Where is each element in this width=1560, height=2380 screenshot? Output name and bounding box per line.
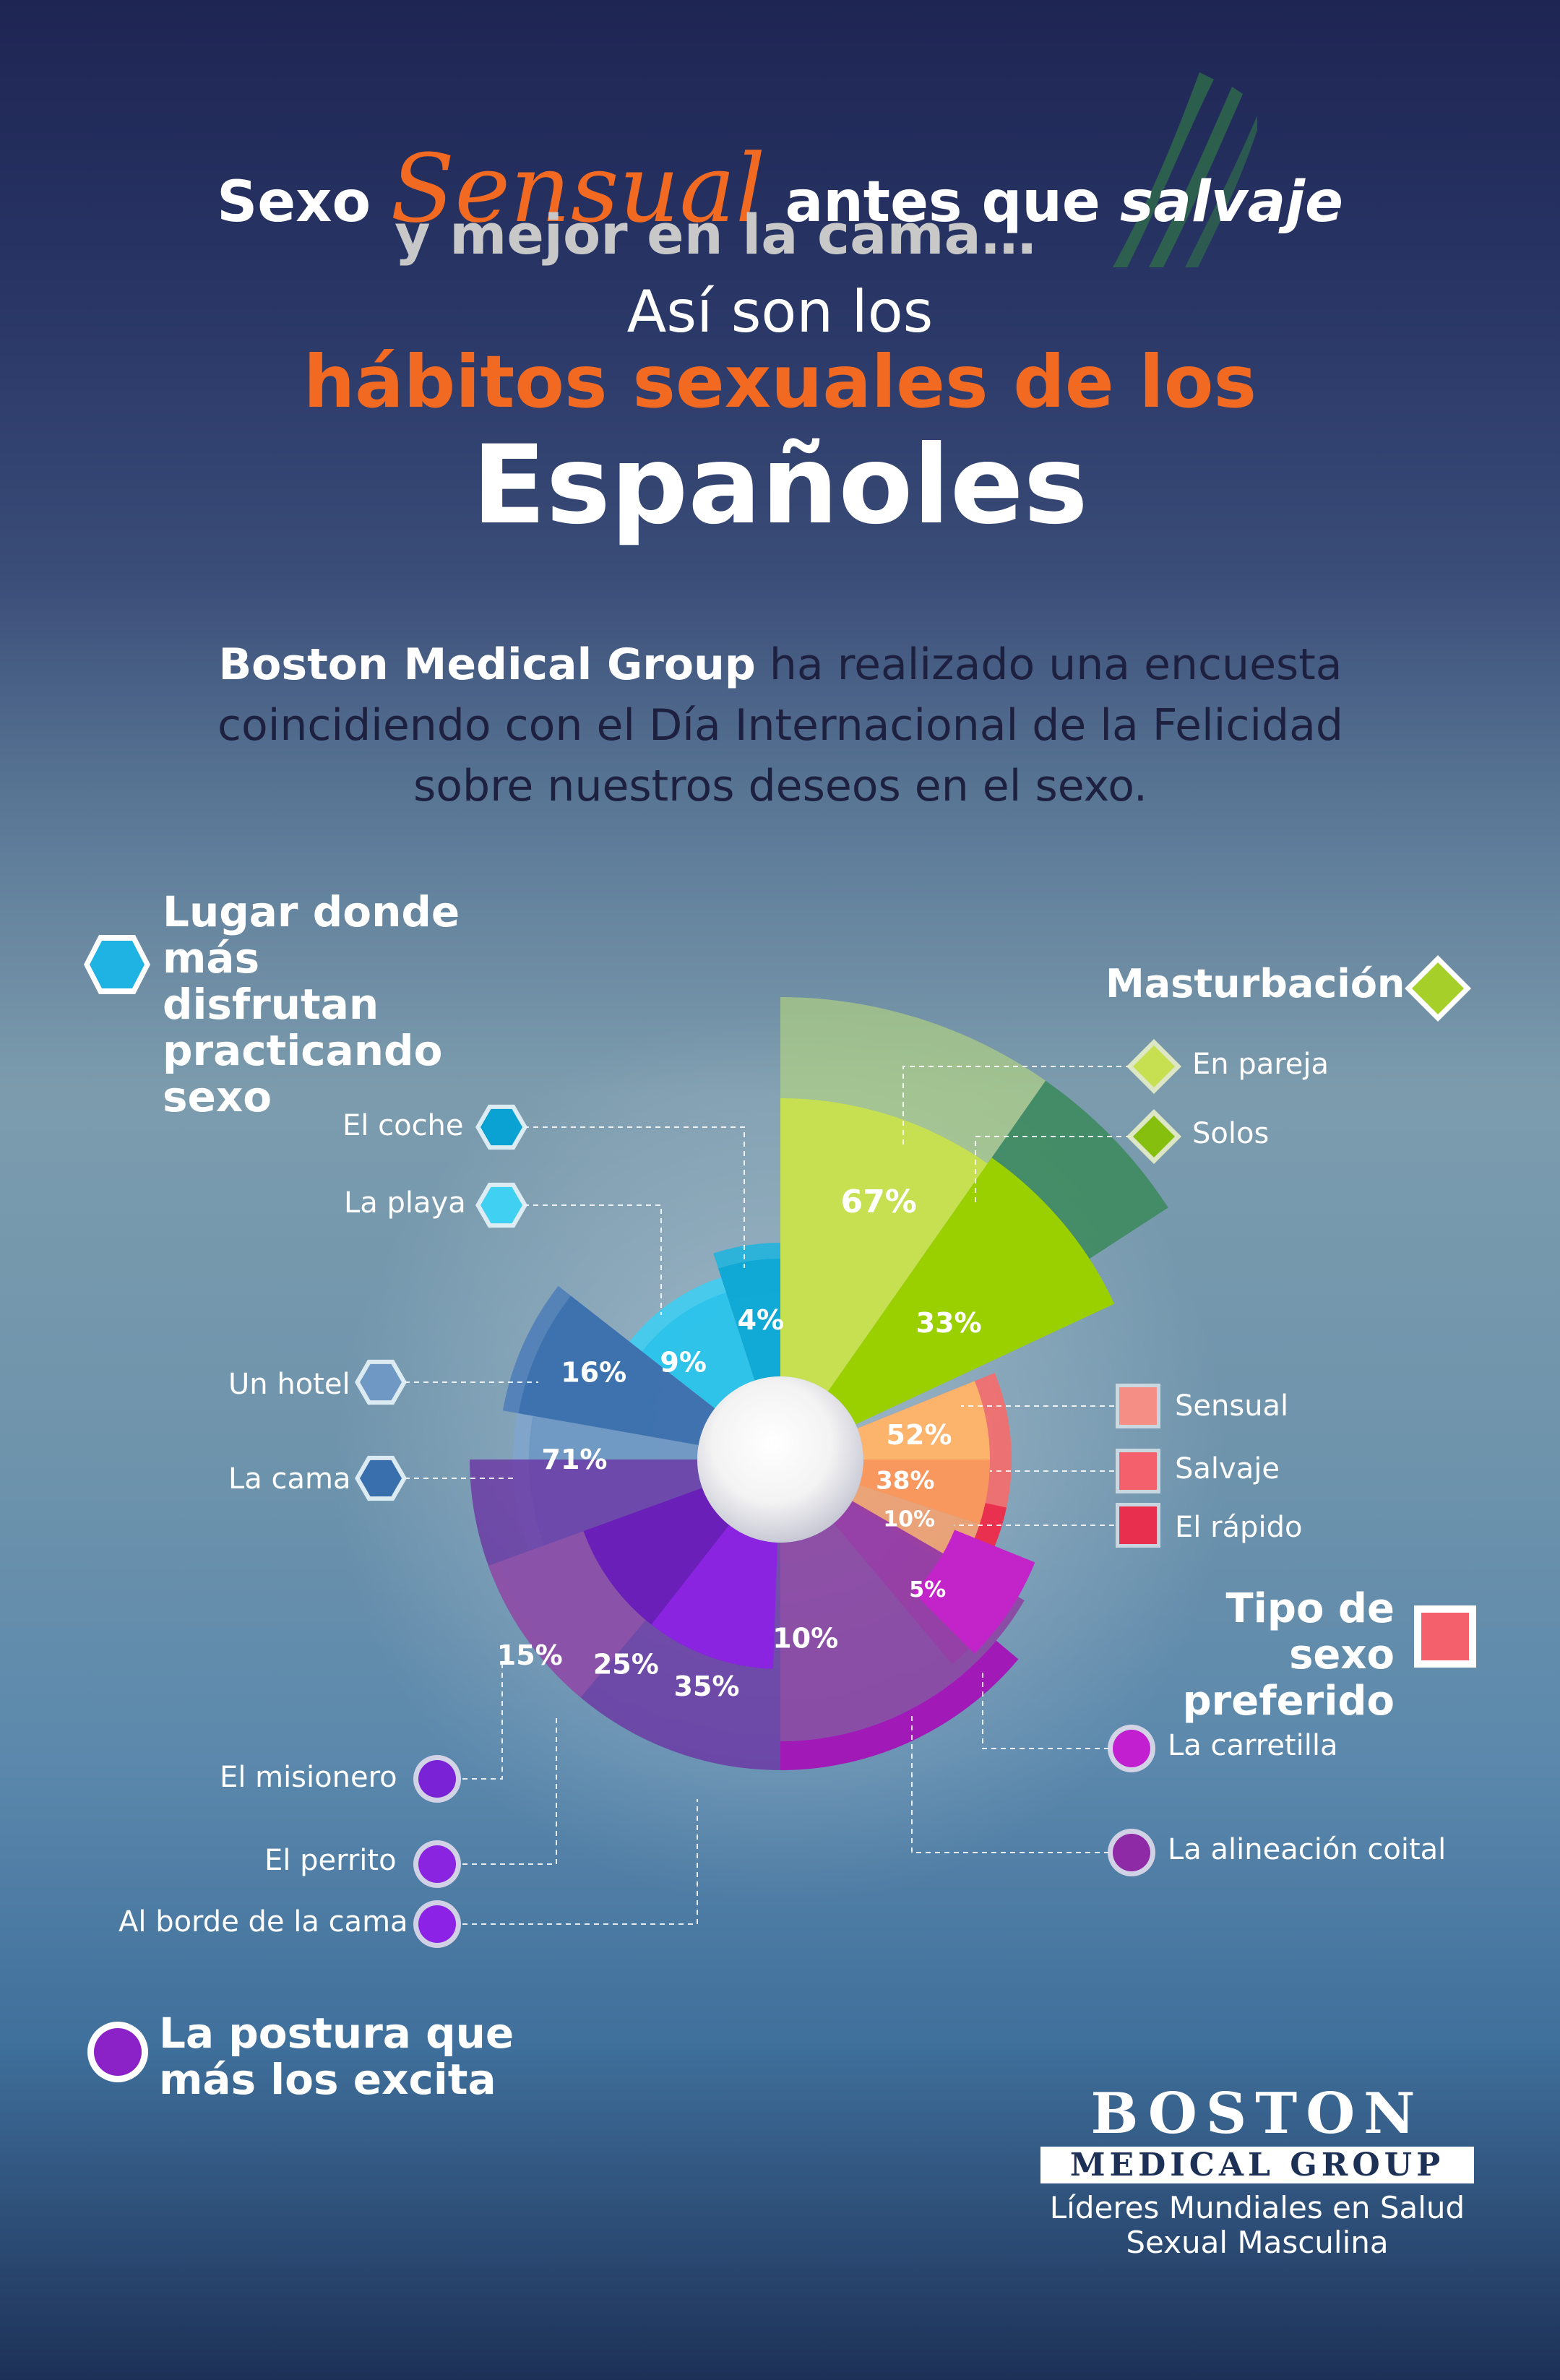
legend-postura: La postura que más los excita xyxy=(159,2009,514,2104)
lugar-pct-0: 4% xyxy=(738,1304,785,1336)
tipo-segment-sensual xyxy=(857,1381,990,1460)
connector-misionero xyxy=(462,1662,503,1780)
tipo-pct-rapido: 10% xyxy=(883,1506,935,1532)
headline-word-antes: antes que xyxy=(785,170,1100,235)
masturbacion-pct-solos: 33% xyxy=(916,1307,982,1339)
label-la-cama: La cama xyxy=(228,1462,351,1496)
lugar-segment-1 xyxy=(629,1277,755,1409)
headline-word-sexo: Sexo xyxy=(217,170,371,235)
tipo-pct-sensual: 52% xyxy=(887,1419,952,1451)
tipo-segment-salvaje xyxy=(859,1460,990,1525)
label-sensual: Sensual xyxy=(1175,1389,1289,1423)
claw-marks-icon xyxy=(1113,72,1257,267)
tipo-square-icon xyxy=(1414,1605,1476,1668)
lugar-hexagon-icon xyxy=(84,935,150,994)
connector-pareja xyxy=(902,1066,1131,1149)
connector-playa xyxy=(524,1204,662,1315)
diamond-pareja-icon xyxy=(1126,1039,1181,1094)
masturbacion-segment-pareja xyxy=(780,1098,988,1392)
lugar-pct-1: 9% xyxy=(660,1347,707,1379)
square-sensual-icon xyxy=(1116,1384,1160,1428)
square-salvaje-icon xyxy=(1116,1449,1160,1493)
headline-line-1: Sexo Sensual antes que salvaje xyxy=(0,134,1560,243)
lugar-pct-3: 71% xyxy=(542,1444,608,1475)
lugar-segment-2 xyxy=(502,1285,715,1446)
hexagon-hotel-icon xyxy=(355,1359,407,1405)
intro-line-1: Boston Medical Group ha realizado una en… xyxy=(101,634,1460,695)
label-la-playa: La playa xyxy=(344,1186,466,1220)
lugar-segment-rim-0 xyxy=(713,1243,780,1269)
label-un-hotel: Un hotel xyxy=(228,1368,350,1401)
postura-pct-misionero: 15% xyxy=(497,1639,563,1671)
lugar-segment-rim-3 xyxy=(513,1413,563,1593)
hexagon-cama-icon xyxy=(355,1455,407,1501)
legend-tipo: Tipo de sexo preferido xyxy=(1182,1585,1395,1725)
hexagon-coche-icon xyxy=(475,1104,527,1150)
logo-tagline: Líderes Mundiales en Salud Sexual Mascul… xyxy=(1026,2191,1488,2260)
headline-word-sensual: Sensual xyxy=(390,134,766,243)
diamond-solos-icon xyxy=(1126,1109,1181,1164)
masturbacion-segment-solos xyxy=(827,1157,1115,1425)
headline-word-salvaje: salvaje xyxy=(1119,170,1343,235)
lugar-pct-2: 16% xyxy=(561,1357,626,1389)
connector-coche xyxy=(524,1126,745,1268)
logo-tagline-2: Sexual Masculina xyxy=(1126,2225,1389,2260)
headline-line-4: hábitos sexuales de los xyxy=(303,340,1257,424)
postura-rim-carretilla xyxy=(913,1530,1035,1654)
hexagon-playa-icon xyxy=(475,1182,527,1228)
postura-segment-borde xyxy=(488,1531,646,1698)
intro-line-3: sobre nuestros deseos en el sexo. xyxy=(413,761,1147,811)
intro-line-2: coincidiendo con el Día Internacional de… xyxy=(217,700,1343,751)
label-la-carretilla: La carretilla xyxy=(1168,1729,1338,1762)
legend-masturbacion: Masturbación xyxy=(1106,961,1405,1006)
lugar-segment-0 xyxy=(713,1243,780,1381)
postura-rim-alineacion xyxy=(780,1640,1019,1770)
masturbacion-diamond-icon xyxy=(1405,955,1471,1022)
connector-carretilla xyxy=(982,1669,1109,1749)
logo-subtitle: MEDICAL GROUP xyxy=(1040,2147,1474,2183)
postura-segment-perrito xyxy=(651,1525,777,1669)
label-el-rapido: El rápido xyxy=(1175,1511,1303,1544)
circle-perrito-icon xyxy=(413,1840,461,1888)
circle-borde-icon xyxy=(413,1900,461,1948)
circle-alineacion-icon xyxy=(1108,1829,1155,1876)
headline-line-3: Así son los xyxy=(626,278,934,345)
masturbacion-pct-pareja: 67% xyxy=(841,1183,917,1220)
postura-circle-icon xyxy=(87,2022,148,2082)
logo-wordmark: BOSTON xyxy=(1090,2081,1424,2147)
label-al-borde: Al borde de la cama xyxy=(118,1905,408,1939)
chart-hub xyxy=(697,1376,863,1543)
boston-medical-logo: BOSTON MEDICAL GROUP Líderes Mundiales e… xyxy=(1026,2081,1488,2260)
circle-misionero-icon xyxy=(413,1755,461,1803)
label-salvaje: Salvaje xyxy=(1175,1452,1280,1486)
postura-segment-alineacion xyxy=(780,1501,1025,1741)
intro-brand: Boston Medical Group xyxy=(218,639,756,690)
postura-pct-borde: 35% xyxy=(674,1670,740,1702)
connector-alineacion xyxy=(911,1712,1109,1853)
label-en-pareja: En pareja xyxy=(1192,1048,1330,1081)
connector-solos xyxy=(975,1136,1131,1207)
page-title: Españoles xyxy=(472,423,1088,548)
postura-pct-perrito: 25% xyxy=(593,1649,659,1681)
intro-text: Boston Medical Group ha realizado una en… xyxy=(101,634,1460,816)
headline-line-2: y mejor en la cama… xyxy=(395,202,1036,267)
circle-carretilla-icon xyxy=(1108,1725,1155,1772)
tipo-pct-salvaje: 38% xyxy=(876,1466,934,1495)
connector-borde xyxy=(462,1799,698,1925)
legend-lugar: Lugar donde más disfrutan practicando se… xyxy=(163,887,460,1121)
logo-tagline-1: Líderes Mundiales en Salud xyxy=(1049,2190,1465,2225)
lugar-segment-rim-1 xyxy=(629,1277,726,1352)
label-solos: Solos xyxy=(1192,1117,1270,1150)
square-rapido-icon xyxy=(1116,1503,1160,1548)
label-el-misionero: El misionero xyxy=(220,1761,397,1794)
connector-perrito xyxy=(462,1714,557,1865)
postura-pct-alineacion: 10% xyxy=(772,1623,838,1655)
label-la-alineacion-coital: La alineación coital xyxy=(1168,1833,1447,1866)
postura-pct-carretilla: 5% xyxy=(909,1577,946,1603)
label-el-perrito: El perrito xyxy=(264,1844,397,1877)
intro-line-1-rest: ha realizado una encuesta xyxy=(755,639,1343,690)
label-el-coche: El coche xyxy=(342,1109,464,1142)
